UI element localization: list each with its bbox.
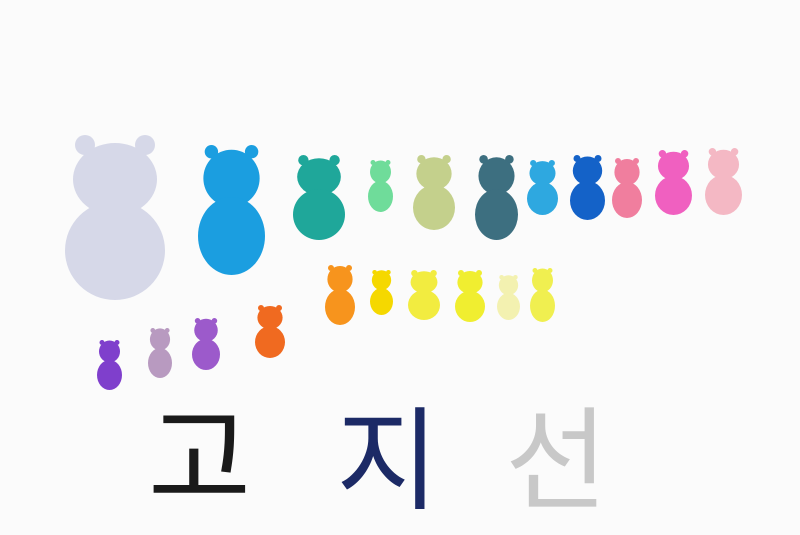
bear-body	[475, 189, 518, 240]
letter: 선	[505, 397, 608, 527]
bear-body	[97, 360, 122, 390]
bear	[530, 268, 555, 322]
bear	[527, 160, 558, 215]
bear-head	[327, 266, 353, 293]
bear-body	[527, 182, 558, 215]
bear-body	[413, 185, 455, 230]
bear-body	[65, 201, 165, 300]
bear	[192, 318, 220, 370]
bear-body	[455, 290, 485, 322]
bear-head	[707, 149, 740, 180]
bear-head	[194, 318, 218, 342]
bear	[705, 148, 742, 215]
bear-ear	[135, 135, 155, 155]
bear-body	[497, 293, 520, 320]
bear-head	[297, 158, 341, 196]
bear-ear	[75, 135, 95, 155]
bear-body	[530, 289, 555, 322]
bear-head	[572, 156, 603, 186]
bear-ear	[244, 145, 259, 159]
letter: 지	[336, 397, 439, 527]
bear-head	[257, 306, 283, 330]
bear-body	[148, 348, 172, 378]
bear-head	[529, 161, 556, 186]
bear-body	[293, 189, 345, 240]
bear-head	[457, 271, 483, 294]
bear-body	[255, 326, 285, 358]
bear-body	[570, 181, 605, 220]
bear-head	[657, 151, 690, 181]
bear-body	[192, 338, 220, 370]
bear-head	[371, 270, 392, 291]
bear	[198, 145, 265, 275]
bear-head	[203, 149, 260, 207]
bear-head	[416, 157, 452, 191]
bear	[368, 160, 393, 212]
bear-body	[655, 176, 692, 215]
bear	[655, 150, 692, 215]
bear-body	[325, 289, 355, 325]
bear	[612, 158, 642, 218]
bear	[325, 265, 355, 325]
bear-head	[370, 160, 391, 184]
bear-body	[370, 288, 393, 315]
bear	[570, 155, 605, 220]
bear	[370, 270, 393, 315]
bear-head	[532, 268, 553, 293]
bear-head	[410, 271, 438, 294]
bear-head	[498, 275, 519, 296]
bear	[65, 135, 165, 300]
bear-body	[198, 197, 265, 275]
bear	[148, 328, 172, 378]
bears	[65, 135, 742, 390]
bear	[293, 155, 345, 240]
letter: 고	[148, 395, 251, 525]
bear	[255, 305, 285, 358]
bear	[413, 155, 455, 230]
bear-body	[705, 174, 742, 215]
bear-ear	[204, 145, 219, 159]
bear	[408, 270, 440, 320]
bear-head	[614, 159, 640, 186]
bear-head	[149, 328, 171, 351]
bear-body	[612, 182, 642, 218]
bear	[455, 270, 485, 322]
bear-head	[99, 340, 120, 363]
bear	[97, 340, 122, 390]
bear	[497, 275, 520, 320]
bear-body	[408, 290, 440, 320]
bear-head	[478, 157, 515, 195]
bear	[475, 155, 518, 240]
bear-body	[368, 180, 393, 212]
bear-head	[73, 143, 157, 216]
